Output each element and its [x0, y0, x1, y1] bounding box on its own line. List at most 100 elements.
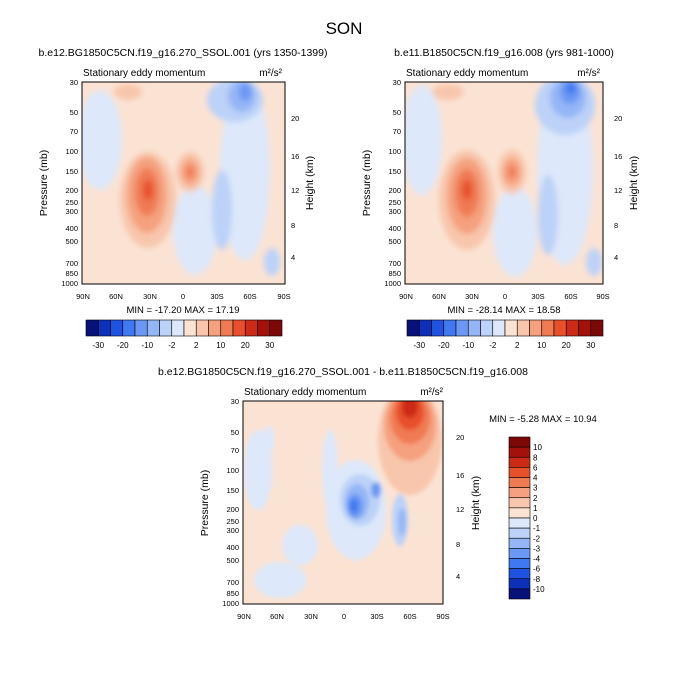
colorbar-box — [508, 537, 531, 549]
panel-a-height-ticks: 4 8 12 16 20 — [291, 114, 299, 262]
height-tick: 20 — [291, 114, 299, 123]
colorbar-box — [508, 527, 531, 539]
height-tick: 12 — [456, 505, 464, 514]
panel-a-colorbar: -30 -20 -10 -2 2 10 20 30 — [85, 319, 283, 350]
height-tick: 4 — [456, 572, 460, 581]
x-tick: 0 — [342, 612, 346, 621]
panel-b-frame — [404, 81, 604, 285]
height-tick: 16 — [614, 152, 622, 161]
panel-a-y-ticks: 30 50 70 100 150 200 250 300 400 500 700… — [61, 78, 78, 288]
colorbar-label: 20 — [241, 341, 250, 350]
colorbar-label: -10 — [141, 341, 153, 350]
colorbar-box — [85, 319, 99, 337]
y-tick: 850 — [388, 269, 401, 278]
y-tick: 850 — [226, 589, 239, 598]
colorbar-label: -20 — [438, 341, 450, 350]
colorbar-label: 3 — [533, 484, 538, 493]
colorbar-box — [508, 467, 531, 478]
height-tick: 8 — [456, 540, 460, 549]
y-tick: 50 — [393, 108, 401, 117]
y-tick: 250 — [226, 517, 239, 526]
colorbar-label: -20 — [117, 341, 129, 350]
panel-b-title: b.e11.B1850C5CN.f19_g16.008 (yrs 981-100… — [394, 47, 614, 59]
y-tick: 700 — [388, 259, 401, 268]
colorbar-label: 20 — [562, 341, 571, 350]
y-tick: 150 — [388, 167, 401, 176]
x-tick: 60N — [432, 292, 446, 301]
height-tick: 20 — [456, 433, 464, 442]
colorbar-label: -10 — [533, 585, 545, 594]
colorbar-label: 1 — [533, 504, 538, 513]
colorbar-box — [508, 477, 531, 488]
y-tick: 400 — [388, 224, 401, 233]
colorbar-box — [508, 456, 531, 468]
colorbar-label: -6 — [533, 565, 541, 574]
panel-c-units: m²/s² — [420, 387, 443, 398]
colorbar-label: 2 — [533, 494, 538, 503]
colorbar-label: 10 — [537, 341, 546, 350]
panel-a-minmax: MIN = -17.20 MAX = 17.19 — [126, 305, 239, 316]
colorbar-box — [508, 487, 531, 499]
colorbar-box — [467, 319, 481, 337]
y-tick: 200 — [65, 186, 78, 195]
colorbar-label: 6 — [533, 463, 538, 472]
colorbar-label: 30 — [265, 341, 274, 350]
y-tick: 500 — [65, 237, 78, 246]
colorbar-box — [159, 319, 173, 337]
colorbar-box — [590, 319, 604, 337]
colorbar-box — [122, 319, 136, 337]
panel-a-units: m²/s² — [259, 68, 282, 79]
height-tick: 8 — [291, 221, 295, 230]
height-tick: 8 — [614, 221, 618, 230]
y-tick: 1000 — [222, 599, 239, 608]
y-tick: 500 — [388, 237, 401, 246]
y-tick: 250 — [388, 198, 401, 207]
colorbar-box — [418, 319, 432, 337]
y-tick: 30 — [393, 78, 401, 87]
colorbar-label: 2 — [515, 341, 520, 350]
panel-c-subtitle: Stationary eddy momentum — [244, 387, 366, 398]
x-tick: 30N — [143, 292, 157, 301]
colorbar-box — [508, 578, 531, 590]
panel-a-ylabel-right: Height (km) — [304, 156, 316, 210]
x-tick: 30N — [465, 292, 479, 301]
y-tick: 400 — [65, 224, 78, 233]
y-tick: 700 — [226, 578, 239, 587]
y-tick: 300 — [388, 207, 401, 216]
colorbar-label: 2 — [194, 341, 199, 350]
y-tick: 1000 — [61, 279, 78, 288]
colorbar-box — [232, 319, 246, 337]
y-tick: 700 — [65, 259, 78, 268]
y-tick: 100 — [65, 147, 78, 156]
x-tick: 90N — [76, 292, 90, 301]
colorbar-label: 8 — [533, 453, 538, 462]
colorbar-box — [269, 319, 283, 337]
panel-a-title: b.e12.BG1850C5CN.f19_g16.270_SSOL.001 (y… — [39, 47, 328, 59]
x-tick: 30S — [531, 292, 544, 301]
panel-b-height-ticks: 4 8 12 16 20 — [614, 114, 622, 262]
colorbar-label: 10 — [216, 341, 225, 350]
height-tick: 4 — [614, 253, 618, 262]
colorbar-box — [508, 436, 531, 448]
y-tick: 150 — [65, 167, 78, 176]
y-tick: 50 — [70, 108, 78, 117]
y-tick: 70 — [70, 127, 78, 136]
colorbar-box — [504, 319, 518, 337]
colorbar-box — [110, 319, 124, 337]
colorbar-label: 4 — [533, 474, 538, 483]
height-tick: 20 — [614, 114, 622, 123]
panel-a-field — [82, 82, 285, 284]
colorbar-label: -4 — [533, 555, 541, 564]
height-tick: 4 — [291, 253, 295, 262]
y-tick: 250 — [65, 198, 78, 207]
x-tick: 60N — [109, 292, 123, 301]
y-tick: 400 — [226, 543, 239, 552]
x-tick: 0 — [181, 292, 185, 301]
colorbar-box — [431, 319, 445, 337]
panel-a-x-ticks: 90N 60N 30N 0 30S 60S 90S — [76, 292, 291, 301]
x-tick: 60S — [243, 292, 256, 301]
colorbar-box — [220, 319, 234, 337]
colorbar-box — [508, 568, 531, 580]
